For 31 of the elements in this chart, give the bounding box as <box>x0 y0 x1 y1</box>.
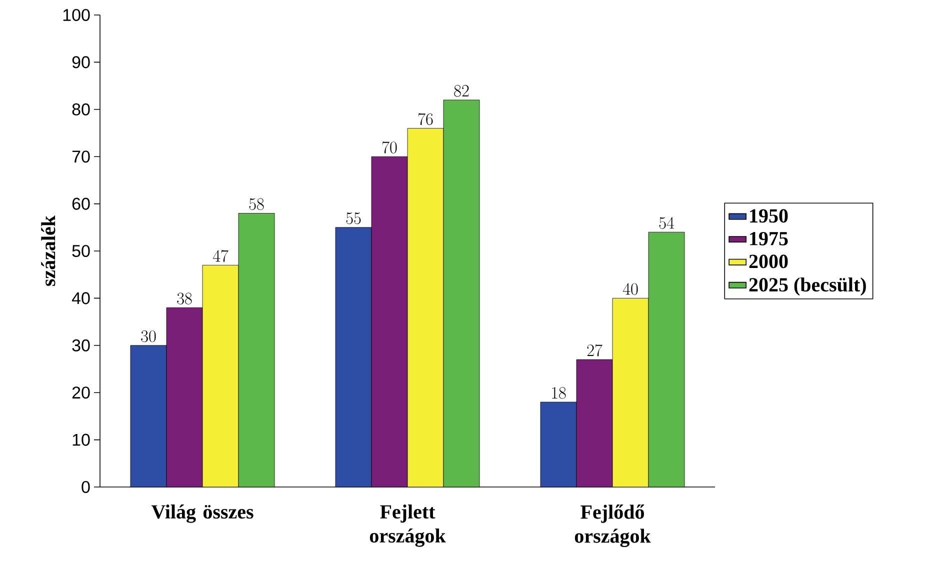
y-tick-label: 70 <box>72 150 90 163</box>
y-tick-label: 90 <box>72 56 90 68</box>
data-label: 40 <box>622 283 638 295</box>
data-label: 70 <box>382 141 397 154</box>
y-tick-label: 20 <box>72 386 90 399</box>
legend-label: 1975 <box>750 232 788 246</box>
x-tick-label: Fejlődő országok <box>574 504 651 548</box>
data-label: 47 <box>212 250 228 262</box>
legend-label: 2025 (becsült) <box>749 277 866 296</box>
y-tick-label: 40 <box>72 292 90 304</box>
legend-label: 1950 <box>750 209 788 223</box>
data-label: 55 <box>346 212 361 224</box>
data-label: 18 <box>552 387 566 399</box>
y-tick-label: 0 <box>82 480 90 494</box>
data-label: 82 <box>454 85 469 97</box>
data-label: 30 <box>141 330 156 342</box>
x-tick-label: Fejlett országok <box>370 504 446 547</box>
y-tick-label: 10 <box>72 434 90 446</box>
data-label: 76 <box>418 113 433 126</box>
y-axis-title: százalék <box>41 215 56 286</box>
x-tick-label: Világ összes <box>151 504 254 523</box>
y-tick-label: 50 <box>72 244 90 258</box>
y-tick-label: 60 <box>72 198 90 210</box>
data-label: 54 <box>659 217 674 229</box>
legend-label: 2000 <box>749 254 788 268</box>
y-tick-label: 30 <box>72 339 90 352</box>
data-label: 27 <box>587 344 602 356</box>
data-label: 38 <box>177 292 192 304</box>
y-tick-label: 80 <box>72 103 90 116</box>
y-tick-label: 100 <box>63 8 90 22</box>
data-label: 58 <box>249 198 264 210</box>
